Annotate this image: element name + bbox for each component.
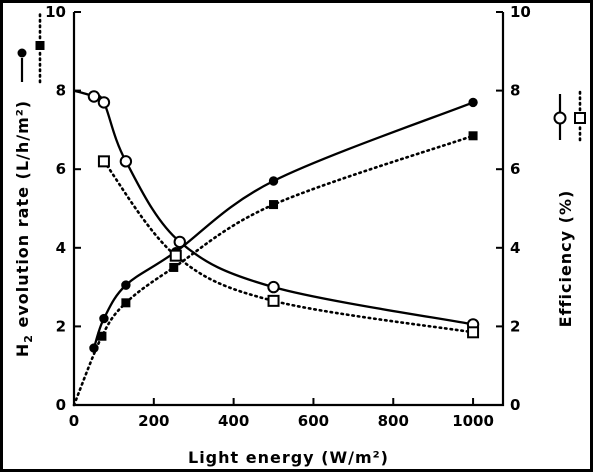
- left-y-tick-label: 10: [45, 3, 66, 21]
- filled-circle-marker: [268, 176, 279, 186]
- series-open-circle-solid: [73, 89, 480, 331]
- left-y-tick-label: 4: [56, 239, 66, 257]
- left-y-axis-title-subscript: 2: [22, 334, 35, 343]
- left-y-axis-title-rest: evolution rate (L/h/m²): [13, 100, 32, 334]
- series-line: [102, 160, 475, 334]
- right-y-axis-ticks: 0 2 4 6 8 10: [496, 3, 531, 414]
- right-y-tick-label: 2: [510, 317, 520, 335]
- open-square-marker: [169, 249, 182, 262]
- open-circle-marker: [173, 235, 186, 249]
- left-y-axis-title-main: H: [13, 343, 32, 357]
- open-square-marker: [467, 326, 480, 339]
- legend-filled-circle: [17, 48, 27, 58]
- left-y-axis-ticks: 0 2 4 6 8 10: [45, 3, 81, 414]
- x-axis-title: Light energy (W/m²): [188, 448, 389, 467]
- filled-square-marker: [468, 131, 478, 141]
- right-y-tick-label: 0: [510, 396, 520, 414]
- x-tick-label: 600: [298, 412, 329, 430]
- series-filled-square-dotted: [72, 131, 478, 407]
- filled-square-marker: [269, 200, 279, 210]
- series-line: [92, 101, 474, 349]
- open-circle-marker: [87, 90, 101, 103]
- plot-frame: [72, 12, 505, 407]
- right-y-tick-label: 6: [510, 160, 520, 178]
- left-y-tick-label: 2: [56, 317, 66, 335]
- filled-square-marker: [169, 262, 179, 272]
- x-axis-ticks: 0 200 400 600 800 1000: [69, 398, 494, 430]
- right-axis-series-legend: [553, 90, 586, 142]
- right-y-tick-label: 10: [510, 3, 531, 21]
- left-y-tick-label: 6: [56, 160, 66, 178]
- filled-square-marker: [121, 298, 131, 308]
- right-y-axis-title: Efficiency (%): [556, 190, 575, 328]
- open-square-marker: [267, 294, 280, 307]
- left-y-tick-label: 0: [56, 396, 66, 414]
- open-circle-marker: [119, 155, 133, 168]
- legend-open-circle: [553, 111, 567, 125]
- left-axis-series-legend: [17, 12, 45, 84]
- x-tick-label: 1000: [452, 412, 494, 430]
- filled-square-marker: [97, 331, 107, 341]
- filled-circle-marker: [121, 280, 131, 290]
- filled-circle-marker: [99, 313, 109, 324]
- legend-open-square: [574, 112, 586, 124]
- data-series: [72, 89, 480, 407]
- left-y-axis-title: H2 evolution rate (L/h/m²): [13, 100, 35, 357]
- axes: [72, 12, 505, 407]
- right-y-tick-label: 4: [510, 239, 520, 257]
- open-square-marker: [97, 155, 110, 168]
- open-circle-marker: [267, 280, 280, 294]
- left-y-tick-label: 8: [56, 82, 66, 100]
- x-tick-label: 400: [218, 412, 249, 430]
- x-tick-label: 0: [69, 412, 79, 430]
- legend-filled-square: [35, 41, 45, 50]
- x-tick-label: 800: [378, 412, 409, 430]
- open-circle-marker: [97, 96, 111, 109]
- filled-circle-marker: [468, 97, 478, 108]
- right-y-tick-label: 8: [510, 82, 520, 100]
- series-open-square-dotted: [97, 155, 480, 339]
- x-tick-label: 200: [138, 412, 169, 430]
